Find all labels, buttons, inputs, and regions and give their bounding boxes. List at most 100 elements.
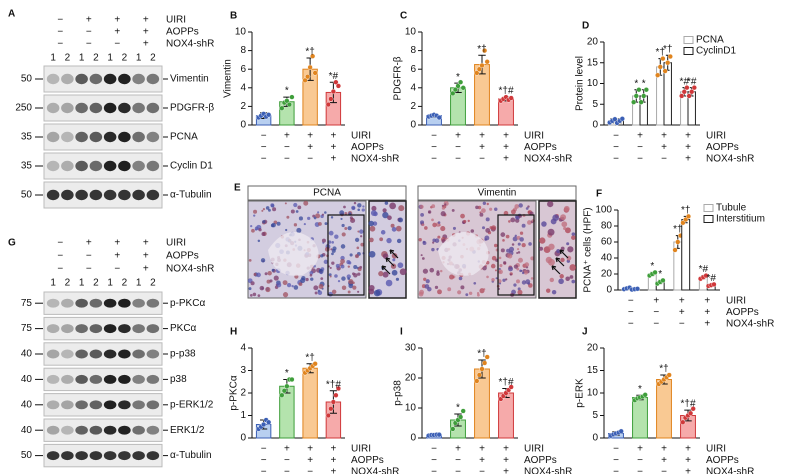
cell-nucleus xyxy=(346,274,351,279)
y-tick-label: 6 xyxy=(410,64,416,75)
y-tick-label: 10 xyxy=(405,403,417,414)
cell-nucleus xyxy=(305,277,309,282)
cell-nucleus xyxy=(357,290,360,293)
legend-swatch xyxy=(703,215,714,223)
condition-label: UIRI xyxy=(706,131,726,142)
lane-number: 1 xyxy=(50,278,56,289)
cell-nucleus xyxy=(296,227,302,233)
cell-nucleus xyxy=(486,261,489,264)
cell-nucleus xyxy=(331,240,334,244)
cell-nucleus xyxy=(260,258,266,263)
cell-nucleus xyxy=(357,203,362,208)
cell-nucleus xyxy=(512,236,518,242)
cell-nucleus xyxy=(517,289,523,295)
condition-sign: + xyxy=(114,15,120,26)
cell-nucleus xyxy=(340,244,346,249)
condition-sign: − xyxy=(307,154,313,165)
cell-nucleus xyxy=(440,226,446,232)
legend-swatch xyxy=(683,36,694,44)
condition-sign: + xyxy=(503,444,509,455)
cell-nucleus xyxy=(479,212,484,217)
cell-nucleus xyxy=(548,243,555,250)
y-tick-label: 15 xyxy=(587,365,599,376)
blot-band xyxy=(132,298,145,308)
condition-sign: − xyxy=(114,39,120,50)
cell-nucleus xyxy=(571,279,576,284)
data-point xyxy=(642,392,648,398)
cell-nucleus xyxy=(558,278,564,285)
cell-nucleus xyxy=(253,209,258,214)
cell-nucleus xyxy=(507,253,513,259)
condition-sign: − xyxy=(661,467,667,474)
blot-band xyxy=(146,451,160,461)
condition-sign: − xyxy=(637,455,643,466)
cell-nucleus xyxy=(386,237,392,244)
panel-label: I xyxy=(400,327,403,338)
cell-nucleus xyxy=(571,232,576,236)
blot-strip xyxy=(43,291,163,315)
cell-nucleus xyxy=(357,230,360,233)
blot-band xyxy=(146,349,160,359)
data-point xyxy=(619,116,625,122)
blot-band xyxy=(75,160,88,172)
cell-nucleus xyxy=(269,279,273,283)
blot-band xyxy=(103,73,117,85)
cell-nucleus xyxy=(253,272,257,276)
cell-nucleus xyxy=(391,253,398,259)
cell-nucleus xyxy=(286,282,292,288)
cell-nucleus xyxy=(515,215,519,219)
cell-nucleus xyxy=(502,239,505,242)
cell-nucleus xyxy=(437,221,441,224)
cell-nucleus xyxy=(436,272,440,276)
data-point xyxy=(284,383,290,389)
band-name: p-ERK1/2 xyxy=(170,399,214,410)
cell-nucleus xyxy=(382,253,389,259)
y-tick-label: 2 xyxy=(240,101,246,112)
condition-sign: − xyxy=(284,154,290,165)
condition-sign: + xyxy=(685,444,691,455)
condition-label: NOX4-shR xyxy=(166,39,214,50)
cell-nucleus xyxy=(481,208,486,213)
condition-sign: − xyxy=(628,319,634,330)
condition-label: NOX4-shR xyxy=(706,467,754,474)
legend-swatch xyxy=(703,204,714,212)
condition-sign: + xyxy=(330,455,336,466)
lane-number: 2 xyxy=(93,53,99,64)
condition-sign: + xyxy=(479,142,485,153)
cell-nucleus xyxy=(452,226,456,230)
data-point xyxy=(289,376,295,383)
data-point xyxy=(643,87,649,93)
cell-nucleus xyxy=(323,259,328,265)
cell-nucleus xyxy=(348,279,354,285)
band-name: PKCα xyxy=(170,323,197,334)
cell-nucleus xyxy=(321,238,326,243)
blot-band xyxy=(132,400,145,410)
zoom-box xyxy=(497,214,535,296)
y-tick-label: 8 xyxy=(410,45,416,56)
panel-label: J xyxy=(582,327,588,338)
blot-strip xyxy=(43,367,163,392)
condition-sign: + xyxy=(143,15,149,26)
blot-band xyxy=(46,374,60,384)
data-point xyxy=(479,62,485,69)
cell-nucleus xyxy=(324,211,327,214)
zoom-box xyxy=(327,214,365,296)
blot-band xyxy=(118,189,131,201)
significance-label: *† xyxy=(659,364,668,375)
cell-nucleus xyxy=(379,237,384,242)
cell-nucleus xyxy=(248,287,252,291)
condition-sign: + xyxy=(479,455,485,466)
condition-sign: − xyxy=(57,251,63,262)
condition-sign: + xyxy=(143,39,149,50)
cell-nucleus xyxy=(371,205,377,211)
cell-nucleus xyxy=(521,280,527,285)
cell-nucleus xyxy=(491,278,495,282)
cell-nucleus xyxy=(250,281,255,286)
bar xyxy=(656,379,672,439)
blot-band xyxy=(89,102,103,114)
cell-nucleus xyxy=(527,220,532,225)
cell-nucleus xyxy=(565,276,570,282)
micrograph-title: PCNA xyxy=(313,188,341,199)
cell-nucleus xyxy=(482,265,487,271)
